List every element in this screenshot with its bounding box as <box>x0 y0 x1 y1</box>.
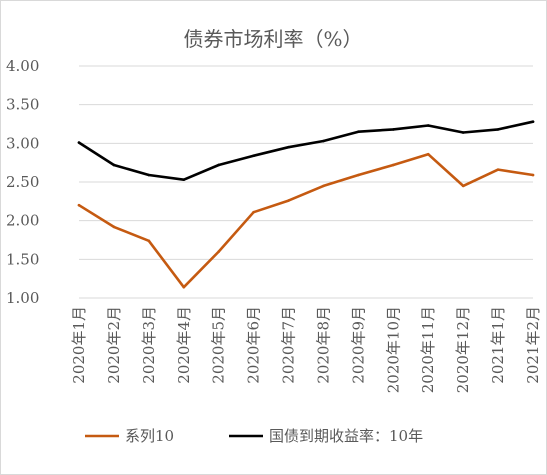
data-point <box>531 120 535 123</box>
data-point <box>147 239 151 243</box>
data-point <box>252 154 255 158</box>
data-point <box>112 163 116 167</box>
data-point <box>112 225 116 229</box>
data-point <box>182 285 186 289</box>
x-tick-label: 2020年5月 <box>210 306 228 384</box>
x-tick-label: 2020年10月 <box>384 306 402 393</box>
x-tick-label: 2020年6月 <box>245 306 263 384</box>
y-tick-label: 2.00 <box>6 212 39 230</box>
y-tick-label: 3.00 <box>6 134 39 152</box>
data-point <box>426 124 430 127</box>
data-point <box>322 184 325 188</box>
x-tick-label: 2020年7月 <box>280 306 298 384</box>
x-tick-label: 2020年3月 <box>140 306 158 384</box>
y-axis-ticks: 1.00 1.50 2.00 2.50 3.00 3.50 4.00 <box>6 57 39 307</box>
data-point <box>496 168 500 171</box>
data-point <box>392 163 395 167</box>
data-point <box>357 173 360 177</box>
data-point <box>217 250 220 253</box>
legend-label-1: 系列10 <box>125 427 174 445</box>
data-point <box>357 130 360 134</box>
x-tick-label: 2020年4月 <box>175 306 193 384</box>
x-tick-label: 2020年11月 <box>419 306 437 393</box>
series-layer <box>77 120 535 289</box>
y-tick-label: 4.00 <box>6 57 39 75</box>
data-point <box>461 131 465 134</box>
data-point <box>147 173 151 177</box>
data-point <box>217 163 220 167</box>
data-point <box>461 184 465 188</box>
data-point <box>531 173 535 177</box>
y-tick-label: 1.00 <box>6 289 39 307</box>
legend-label-2: 国债到期收益率：10年 <box>269 427 423 445</box>
x-tick-label: 2020年2月 <box>105 306 123 384</box>
series-line-2 <box>77 120 535 181</box>
x-tick-label: 2020年1月 <box>70 306 88 384</box>
data-point <box>77 141 81 144</box>
x-tick-label: 2020年8月 <box>314 306 332 384</box>
x-tick-label: 2021年2月 <box>524 306 542 384</box>
data-point <box>392 128 395 131</box>
y-tick-label: 2.50 <box>6 173 39 191</box>
x-tick-label: 2020年12月 <box>454 306 472 393</box>
data-point <box>287 145 290 149</box>
x-tick-label: 2021年1月 <box>489 306 507 384</box>
y-tick-label: 3.50 <box>6 96 39 114</box>
series-line-1 <box>77 152 535 289</box>
chart-title: 债券市场利率（%） <box>183 27 362 51</box>
x-axis-ticks: 2020年1月 2020年2月 2020年3月 2020年4月 2020年5月 2020年… <box>70 306 542 393</box>
x-tick-label: 2020年9月 <box>349 306 367 384</box>
data-point <box>287 199 290 202</box>
legend: 系列10 国债到期收益率：10年 <box>85 427 423 445</box>
data-point <box>426 152 430 156</box>
data-point <box>182 178 186 181</box>
data-point <box>322 139 325 143</box>
data-point <box>252 210 255 214</box>
data-point <box>496 128 500 131</box>
grid-lines <box>79 65 533 299</box>
y-tick-label: 1.50 <box>6 250 39 268</box>
data-point <box>77 203 81 207</box>
